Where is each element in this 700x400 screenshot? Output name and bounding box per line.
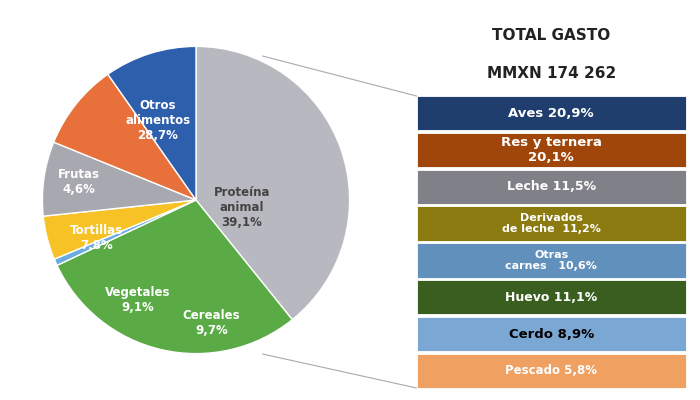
FancyBboxPatch shape — [416, 354, 686, 388]
Text: Vegetales
9,1%: Vegetales 9,1% — [105, 286, 170, 314]
Text: Derivados
de leche  11,2%: Derivados de leche 11,2% — [502, 213, 601, 234]
Text: Leche 11,5%: Leche 11,5% — [507, 180, 596, 193]
Text: Huevo 11,1%: Huevo 11,1% — [505, 291, 597, 304]
Wedge shape — [57, 200, 293, 354]
Text: Otros
alimentos
28,7%: Otros alimentos 28,7% — [125, 99, 190, 142]
Text: Res y ternera
20,1%: Res y ternera 20,1% — [500, 136, 602, 164]
FancyBboxPatch shape — [416, 96, 686, 130]
Text: Tortillas
7,8%: Tortillas 7,8% — [69, 224, 122, 252]
Text: Pescado 5,8%: Pescado 5,8% — [505, 364, 597, 377]
Wedge shape — [196, 46, 349, 320]
Wedge shape — [108, 46, 196, 200]
FancyBboxPatch shape — [416, 317, 686, 351]
Wedge shape — [54, 74, 196, 200]
Text: Cereales
9,7%: Cereales 9,7% — [183, 309, 240, 337]
Text: Otras
carnes   10,6%: Otras carnes 10,6% — [505, 250, 597, 271]
Text: Cerdo 8,9%: Cerdo 8,9% — [509, 328, 594, 340]
Text: MMXN 174 262: MMXN 174 262 — [486, 66, 616, 81]
Wedge shape — [43, 142, 196, 216]
Text: TOTAL GASTO: TOTAL GASTO — [492, 28, 610, 44]
FancyBboxPatch shape — [416, 170, 686, 204]
Wedge shape — [55, 200, 196, 265]
Wedge shape — [43, 200, 196, 259]
FancyBboxPatch shape — [416, 133, 686, 167]
Text: Proteína
animal
39,1%: Proteína animal 39,1% — [214, 186, 270, 229]
FancyBboxPatch shape — [416, 280, 686, 314]
FancyBboxPatch shape — [416, 243, 686, 278]
Text: Aves 20,9%: Aves 20,9% — [508, 107, 594, 120]
FancyBboxPatch shape — [416, 206, 686, 241]
Text: Frutas
4,6%: Frutas 4,6% — [58, 168, 100, 196]
